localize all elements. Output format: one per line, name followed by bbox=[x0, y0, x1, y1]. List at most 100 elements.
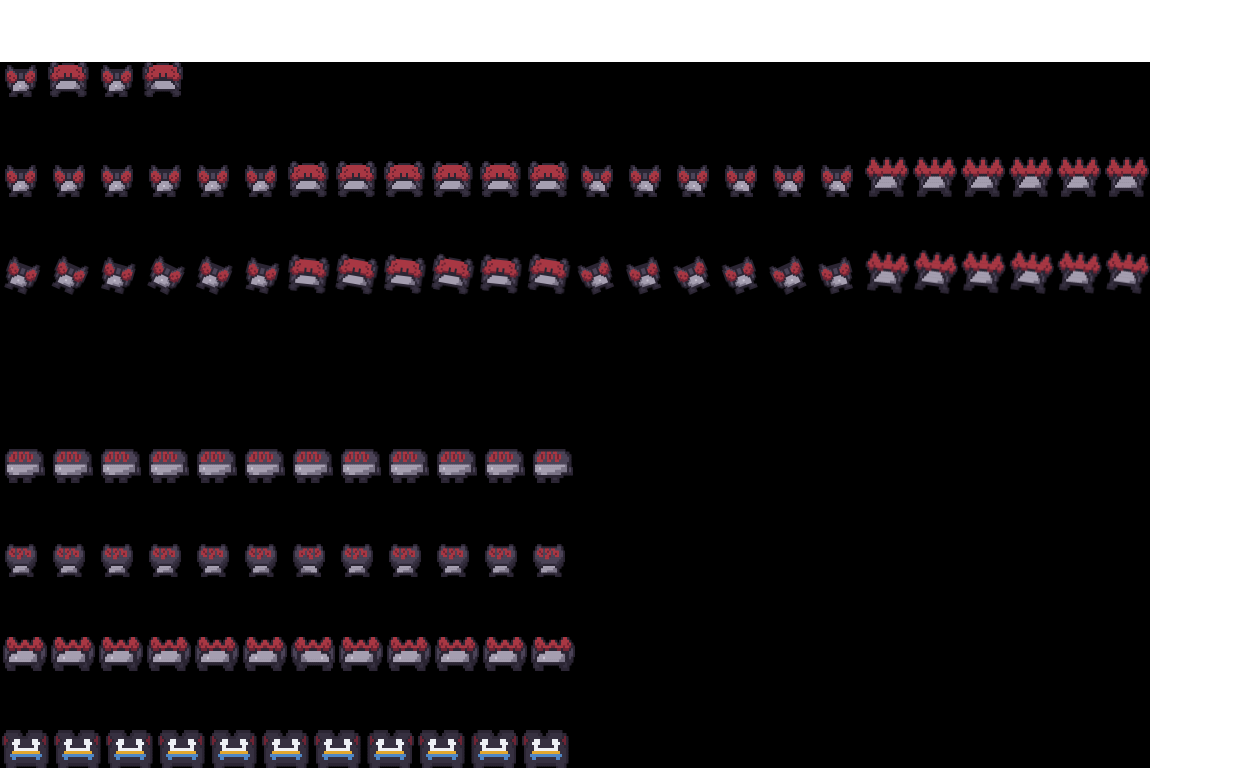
sprite-big-row-hurt bbox=[379, 253, 429, 295]
sprite-lying-row-sleep bbox=[533, 449, 573, 483]
sprite-ice-row-armored bbox=[106, 730, 154, 768]
sprite-wingsup-row-fly bbox=[531, 637, 575, 671]
sprite-wingsup-row-fly bbox=[99, 637, 143, 671]
sprite-wingsup-row-fly bbox=[195, 637, 239, 671]
sprite-lying-row-sleep bbox=[197, 449, 237, 483]
sprite-wingsup-row-fly bbox=[147, 637, 191, 671]
sprite-big-row-idle bbox=[430, 161, 474, 197]
sprite-ice-row-armored bbox=[366, 730, 414, 768]
sprite-ball-row-curl bbox=[245, 544, 277, 577]
sprite-lying-row-sleep bbox=[149, 449, 189, 483]
sprite-ice-row-armored bbox=[210, 730, 258, 768]
sprite-big-row-hurt bbox=[523, 252, 573, 296]
sprite-small-row-idle bbox=[581, 165, 613, 197]
sprite-wingsup-row-fly bbox=[3, 637, 47, 671]
sprite-lying-row-sleep bbox=[293, 449, 333, 483]
sprite-small-row-idle bbox=[197, 165, 229, 197]
sprite-small-row-idle bbox=[149, 165, 181, 197]
sprite-wingsup-row-fly bbox=[435, 637, 479, 671]
sprite-small-row-hurt bbox=[97, 256, 137, 296]
sprite-wingsup-row-fly bbox=[483, 637, 527, 671]
sprite-ball-row-curl bbox=[389, 544, 421, 577]
sprite-small-row-idle bbox=[5, 165, 37, 197]
sprite-small-row-idle bbox=[245, 165, 277, 197]
sprite-lying-row-sleep bbox=[437, 449, 477, 483]
sprite-wingsup-row-fly bbox=[339, 637, 383, 671]
sprite-spread-row-hurt bbox=[863, 249, 911, 295]
sprite-small-row-hurt bbox=[143, 254, 187, 298]
sprite-lying-row-sleep bbox=[53, 449, 93, 483]
sprite-ice-row-armored bbox=[2, 730, 50, 768]
sprite-ball-row-curl bbox=[533, 544, 565, 577]
sprite-ball-row-curl bbox=[149, 544, 181, 577]
sprite-small-row-idle bbox=[677, 165, 709, 197]
sprite-ball-row-curl bbox=[341, 544, 373, 577]
sprite-wingsup-row-fly bbox=[387, 637, 431, 671]
sprite-spread-row-hurt bbox=[959, 250, 1007, 294]
sprite-small-row-hurt bbox=[624, 255, 666, 297]
sprite-ice-row-armored bbox=[262, 730, 310, 768]
sprite-wingsup-row-fly bbox=[51, 637, 95, 671]
sprite-small-row-hurt bbox=[241, 256, 281, 296]
sprite-wingsup-row-fly bbox=[243, 637, 287, 671]
sprite-ice-row-armored bbox=[54, 730, 102, 768]
sprite-ball-row-curl bbox=[197, 544, 229, 577]
sprite-small-row-hurt bbox=[576, 255, 618, 297]
sprite-lying-row-sleep bbox=[101, 449, 141, 483]
sprite-ice-row-armored bbox=[522, 730, 570, 768]
sprite-small-row-idle bbox=[725, 165, 757, 197]
sprite-big-row-preview bbox=[141, 62, 185, 97]
sprite-spread-row-hurt bbox=[1102, 249, 1150, 295]
sprite-lying-row-sleep bbox=[5, 449, 45, 483]
sprite-small-row-preview bbox=[5, 65, 37, 97]
sprite-spread-row-hurt bbox=[1055, 249, 1103, 295]
sprite-ball-row-curl bbox=[293, 544, 325, 577]
sprite-big-row-hurt bbox=[331, 252, 381, 296]
sprite-ice-row-armored bbox=[314, 730, 362, 768]
sprite-lying-row-sleep bbox=[485, 449, 525, 483]
sprite-ball-row-curl bbox=[53, 544, 85, 577]
sprite-big-row-idle bbox=[334, 161, 378, 197]
sprite-lying-row-sleep bbox=[245, 449, 285, 483]
sprite-small-row-hurt bbox=[192, 255, 234, 297]
sprite-ice-row-armored bbox=[158, 730, 206, 768]
sprite-small-row-hurt bbox=[720, 255, 762, 297]
sprite-lying-row-sleep bbox=[389, 449, 429, 483]
sprite-wingsup-row-fly bbox=[291, 637, 335, 671]
sprite-small-row-hurt bbox=[767, 254, 811, 298]
sprite-spread-row-idle bbox=[865, 157, 909, 197]
sprite-ball-row-curl bbox=[485, 544, 517, 577]
sprite-small-row-idle bbox=[101, 165, 133, 197]
sprite-small-row-idle bbox=[53, 165, 85, 197]
sprite-spread-row-hurt bbox=[1006, 249, 1056, 295]
sprite-spread-row-idle bbox=[1057, 157, 1101, 197]
sprite-small-row-hurt bbox=[671, 254, 715, 298]
sprite-ball-row-curl bbox=[5, 544, 37, 577]
sprite-spread-row-idle bbox=[1105, 157, 1149, 197]
sprite-ball-row-curl bbox=[101, 544, 133, 577]
sprite-big-row-idle bbox=[382, 161, 426, 197]
sprite-big-row-idle bbox=[526, 161, 570, 197]
sprite-small-row-idle bbox=[821, 165, 853, 197]
sprite-small-row-idle bbox=[629, 165, 661, 197]
sprite-small-row-hurt bbox=[47, 254, 91, 298]
sprite-big-row-hurt bbox=[284, 253, 332, 295]
sprite-spread-row-idle bbox=[913, 157, 957, 197]
sprite-ice-row-armored bbox=[470, 730, 518, 768]
sprite-big-row-preview bbox=[46, 62, 90, 97]
sprite-small-row-idle bbox=[773, 165, 805, 197]
sprite-big-row-idle bbox=[286, 161, 330, 197]
sprite-ice-row-armored bbox=[418, 730, 466, 768]
sprite-spread-row-hurt bbox=[910, 249, 960, 295]
sprite-ball-row-curl bbox=[437, 544, 469, 577]
sprite-spread-row-idle bbox=[1009, 157, 1053, 197]
sprite-sheet-image bbox=[0, 62, 1150, 768]
sprite-big-row-hurt bbox=[476, 253, 524, 295]
sprite-spread-row-idle bbox=[961, 157, 1005, 197]
sprite-big-row-idle bbox=[478, 161, 522, 197]
sprite-small-row-preview bbox=[101, 65, 133, 97]
sprite-lying-row-sleep bbox=[341, 449, 381, 483]
sprite-small-row-hurt bbox=[0, 255, 42, 297]
sprite-small-row-hurt bbox=[817, 256, 857, 296]
